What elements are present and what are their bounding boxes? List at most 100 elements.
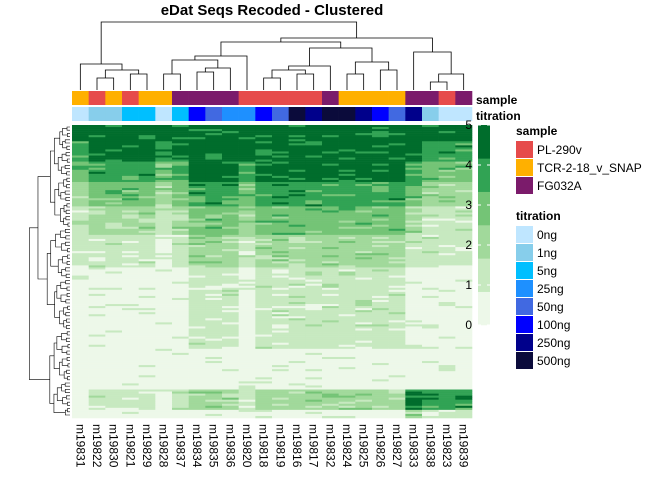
heatmap-cell xyxy=(272,257,289,260)
heatmap-cell xyxy=(105,249,123,252)
heatmap-cell xyxy=(172,346,189,350)
dendrogram-link xyxy=(79,63,123,90)
heatmap-cell xyxy=(288,383,306,386)
heatmap-cell xyxy=(255,350,273,354)
heatmap-cell xyxy=(305,271,323,274)
heatmap-cell xyxy=(272,214,289,217)
heatmap-cell xyxy=(188,175,206,179)
heatmap-cell xyxy=(72,358,89,362)
heatmap-cell xyxy=(455,385,473,388)
dendrogram-link xyxy=(66,369,70,374)
heatmap-cell xyxy=(222,320,239,323)
heatmap-cell xyxy=(272,358,289,362)
heatmap-cell xyxy=(255,137,273,140)
heatmap-cell xyxy=(238,354,256,358)
heatmap-cell xyxy=(105,161,123,164)
heatmap-cell xyxy=(422,304,439,307)
heatmap-cell xyxy=(388,405,406,409)
dendrogram-link xyxy=(56,387,63,401)
heatmap-cell xyxy=(405,399,423,403)
heatmap-cell xyxy=(222,271,239,274)
heatmap-cell xyxy=(355,332,373,335)
heatmap-cell xyxy=(122,391,139,394)
heatmap-cell xyxy=(172,326,189,329)
heatmap-cell xyxy=(255,139,273,142)
heatmap-cell xyxy=(172,271,189,274)
column-label: m19829 xyxy=(140,424,154,468)
heatmap-cell xyxy=(172,265,189,268)
heatmap-cell xyxy=(455,344,473,348)
heatmap-cell xyxy=(188,151,206,154)
heatmap-cell xyxy=(105,253,123,256)
heatmap-cell xyxy=(388,188,406,191)
heatmap-cell xyxy=(388,318,406,321)
heatmap-cell xyxy=(372,196,389,199)
dendrogram-link xyxy=(63,205,67,213)
heatmap-cell xyxy=(88,348,106,352)
heatmap-cell xyxy=(122,285,139,289)
heatmap-cell xyxy=(438,318,456,321)
heatmap-cell xyxy=(355,401,373,405)
heatmap-cell xyxy=(238,214,256,217)
heatmap-cell xyxy=(355,200,373,203)
heatmap-cell xyxy=(88,405,106,409)
heatmap-cell xyxy=(238,324,256,327)
heatmap-cell xyxy=(338,346,356,350)
heatmap-cell xyxy=(72,334,89,337)
heatmap-cell xyxy=(338,194,356,197)
heatmap-cell xyxy=(272,354,289,358)
heatmap-cell xyxy=(372,328,389,331)
heatmap-cell xyxy=(438,320,456,323)
heatmap-cell xyxy=(222,175,239,179)
dendrogram-link xyxy=(67,248,70,253)
heatmap-cell xyxy=(422,177,439,181)
heatmap-cell xyxy=(288,340,306,344)
heatmap-cell xyxy=(222,365,239,368)
heatmap-cell xyxy=(88,228,106,232)
heatmap-cell xyxy=(305,173,323,177)
dendrogram-link xyxy=(63,217,68,225)
heatmap-cell xyxy=(222,259,239,262)
heatmap-cell xyxy=(188,129,206,132)
heatmap-cell xyxy=(238,181,256,185)
heatmap-cell xyxy=(238,403,256,407)
heatmap-cell xyxy=(422,240,439,244)
heatmap-cell xyxy=(305,291,323,295)
heatmap-cell xyxy=(405,336,423,339)
titration-annotation-cell xyxy=(105,107,123,121)
heatmap-cell xyxy=(72,352,89,356)
heatmap-cell xyxy=(372,232,389,236)
heatmap-cell xyxy=(222,163,239,166)
colorbar-segment xyxy=(478,225,490,259)
heatmap-cell xyxy=(438,369,456,372)
heatmap-cell xyxy=(422,167,439,171)
heatmap-cell xyxy=(405,297,423,301)
heatmap-cell xyxy=(388,409,406,413)
heatmap-cell xyxy=(138,318,156,321)
heatmap-cell xyxy=(272,149,289,152)
heatmap-cell xyxy=(438,342,456,346)
heatmap-cell xyxy=(405,149,423,152)
heatmap-cell xyxy=(355,236,373,240)
heatmap-cell xyxy=(388,285,406,289)
heatmap-cell xyxy=(338,165,356,169)
heatmap-cell xyxy=(155,251,173,254)
heatmap-cell xyxy=(355,324,373,327)
heatmap-cell xyxy=(405,375,423,378)
heatmap-cell xyxy=(305,387,323,390)
heatmap-cell xyxy=(372,352,389,356)
heatmap-cell xyxy=(105,230,123,234)
heatmap-cell xyxy=(338,171,356,175)
heatmap-cell xyxy=(455,200,473,203)
heatmap-cell xyxy=(405,344,423,348)
heatmap-cell xyxy=(88,354,106,358)
heatmap-cell xyxy=(222,340,239,344)
heatmap-cell xyxy=(272,204,289,207)
heatmap-cell xyxy=(322,159,339,162)
heatmap-cell xyxy=(272,314,289,317)
heatmap-cell xyxy=(388,302,406,305)
heatmap-cell xyxy=(388,163,406,166)
heatmap-cell xyxy=(305,171,323,175)
heatmap-cell xyxy=(138,291,156,295)
heatmap-cell xyxy=(355,245,373,248)
